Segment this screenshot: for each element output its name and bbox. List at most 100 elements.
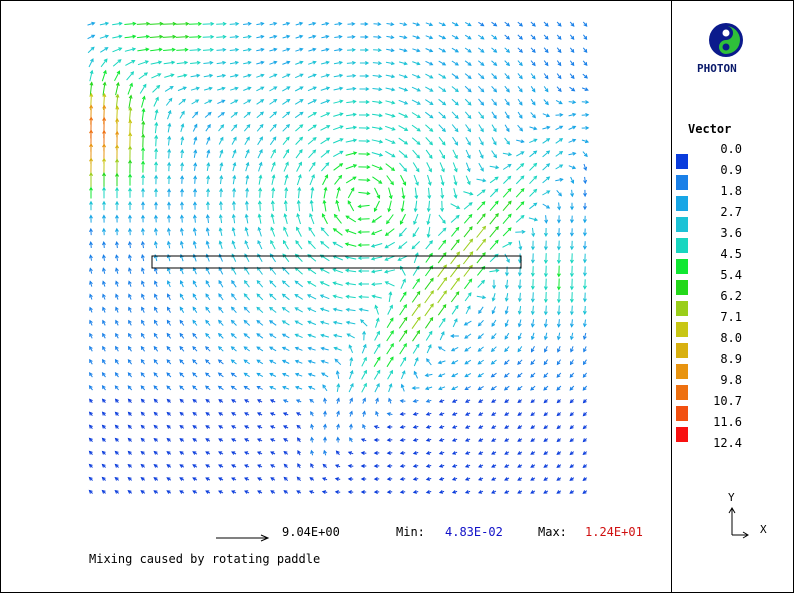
vector-arrowhead xyxy=(517,438,522,442)
vector-arrow xyxy=(463,202,473,210)
vector-arrowhead xyxy=(311,174,315,179)
vector-arrow xyxy=(136,35,150,39)
vector-arrowhead xyxy=(543,273,548,278)
vector-arrow xyxy=(399,162,407,172)
vector-arrow xyxy=(425,137,433,145)
vector-arrowhead xyxy=(232,174,237,179)
vector-arrowhead xyxy=(219,149,224,154)
vector-arrowhead xyxy=(507,152,513,157)
vector-arrowhead xyxy=(320,359,325,364)
vector-arrowhead xyxy=(388,383,393,388)
vector-arrowhead xyxy=(403,343,407,348)
vector-arrow xyxy=(360,319,368,327)
vector-arrow xyxy=(464,21,472,27)
vector-arrowhead xyxy=(358,307,363,312)
vector-arrowhead xyxy=(320,346,325,351)
vector-arrowhead xyxy=(320,227,325,232)
vector-arrowhead xyxy=(427,344,432,349)
vector-arrowhead xyxy=(571,165,577,170)
vector-arrow xyxy=(424,303,434,317)
vector-arrowhead xyxy=(169,86,174,90)
vector-arrow xyxy=(114,70,120,82)
vector-arrowhead xyxy=(283,476,288,481)
vector-arrow xyxy=(307,112,317,118)
vector-arrowhead xyxy=(89,358,93,364)
vector-arrow xyxy=(269,359,277,365)
vector-arrowhead xyxy=(182,86,187,91)
vector-arrow xyxy=(426,162,432,172)
legend-color-swatch xyxy=(676,406,688,421)
vector-arrowhead xyxy=(366,191,371,196)
vector-arrowhead xyxy=(89,116,94,121)
legend-value: 1.8 xyxy=(720,184,742,198)
vector-arrowhead xyxy=(338,60,344,65)
vector-arrowhead xyxy=(543,361,548,366)
vector-arrowhead xyxy=(88,450,93,455)
vector-arrowhead xyxy=(546,176,551,181)
vector-arrow xyxy=(294,73,304,79)
vector-arrowhead xyxy=(507,175,512,180)
vector-arrowhead xyxy=(283,490,288,494)
vector-arrow xyxy=(372,100,382,104)
vector-arrow xyxy=(231,333,237,339)
vector-arrow xyxy=(269,320,277,326)
vector-arrow xyxy=(478,333,484,339)
vector-arrow xyxy=(124,23,136,25)
vector-arrowhead xyxy=(583,179,588,185)
vector-arrow xyxy=(308,35,316,39)
vector-arrow xyxy=(450,291,460,303)
vector-arrowhead xyxy=(533,150,538,155)
vector-arrowhead xyxy=(390,48,395,53)
vector-arrowhead xyxy=(141,107,146,113)
vector-arrowhead xyxy=(205,477,210,481)
vector-arrowhead xyxy=(286,60,291,65)
vector-arrow xyxy=(398,87,408,91)
vector-arrow xyxy=(437,277,447,291)
vector-arrowhead xyxy=(416,278,420,283)
vector-arrow xyxy=(206,150,210,158)
brand-name: PHOTON xyxy=(697,62,737,75)
vector-arrowhead xyxy=(391,113,396,118)
vector-arrow xyxy=(411,124,421,132)
vector-arrowhead xyxy=(310,449,314,454)
vector-arrowhead xyxy=(339,73,344,78)
vector-arrowhead xyxy=(335,199,340,204)
vector-arrow xyxy=(244,137,250,145)
vector-arrowhead xyxy=(360,451,365,456)
vector-arrow xyxy=(464,47,472,53)
vector-arrow xyxy=(347,200,355,212)
vector-arrow xyxy=(205,307,211,313)
vector-arrowhead xyxy=(141,319,145,324)
vector-arrowhead xyxy=(269,438,275,442)
vector-arrow xyxy=(244,240,250,250)
vector-arrowhead xyxy=(243,319,248,324)
vector-arrowhead xyxy=(284,174,289,179)
vector-arrow xyxy=(333,113,343,117)
vector-arrowhead xyxy=(480,101,485,106)
vector-arrowhead xyxy=(247,34,252,39)
vector-arrow xyxy=(386,175,394,185)
vector-arrowhead xyxy=(88,385,93,390)
vector-arrowhead xyxy=(582,310,587,315)
vector-arrow xyxy=(245,162,249,172)
vector-arrowhead xyxy=(307,281,312,285)
vector-arrow xyxy=(502,227,512,237)
vector-arrow xyxy=(218,293,224,301)
vector-arrowhead xyxy=(282,425,288,429)
vector-arrowhead xyxy=(404,114,409,118)
vector-arrowhead xyxy=(140,372,145,377)
vector-arrowhead xyxy=(270,477,275,481)
vector-arrow xyxy=(216,61,226,65)
vector-arrowhead xyxy=(319,268,324,272)
vector-arrowhead xyxy=(140,411,145,416)
vector-arrowhead xyxy=(530,311,535,316)
vector-arrowhead xyxy=(543,425,548,430)
vector-arrowhead xyxy=(88,411,93,416)
vector-arrowhead xyxy=(192,477,197,481)
vector-arrowhead xyxy=(307,333,312,338)
vector-arrowhead xyxy=(218,227,223,232)
vector-arrow xyxy=(491,60,497,66)
vector-arrowhead xyxy=(520,175,525,180)
legend-value: 5.4 xyxy=(720,268,742,282)
vector-arrow xyxy=(491,47,497,53)
